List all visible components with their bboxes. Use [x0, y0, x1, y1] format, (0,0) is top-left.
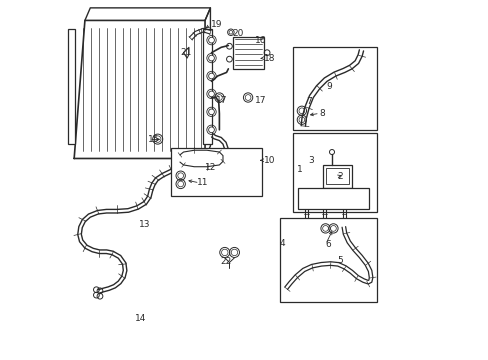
- Text: 11: 11: [197, 178, 208, 187]
- Text: 20: 20: [231, 29, 243, 38]
- Circle shape: [208, 55, 214, 61]
- Text: 3: 3: [308, 157, 313, 166]
- Text: 5: 5: [337, 256, 343, 265]
- Bar: [323, 165, 351, 188]
- Bar: [325, 168, 348, 184]
- Text: 2: 2: [337, 172, 343, 181]
- Text: 19: 19: [210, 20, 222, 29]
- Circle shape: [208, 127, 214, 133]
- Text: 7: 7: [305, 96, 311, 105]
- Text: 15: 15: [147, 135, 159, 144]
- Bar: [171, 148, 261, 197]
- Circle shape: [208, 109, 214, 115]
- Text: 18: 18: [264, 54, 275, 63]
- Bar: [280, 218, 376, 302]
- Bar: [203, 30, 211, 144]
- Bar: [233, 37, 263, 69]
- Text: 16: 16: [255, 36, 266, 45]
- Circle shape: [208, 91, 214, 97]
- Text: 17: 17: [255, 96, 266, 105]
- Circle shape: [208, 73, 214, 79]
- Text: 6: 6: [325, 240, 330, 249]
- Text: 21: 21: [180, 48, 191, 57]
- Text: 22: 22: [220, 257, 231, 266]
- Text: 9: 9: [325, 82, 331, 91]
- Bar: [292, 134, 376, 212]
- Circle shape: [208, 37, 214, 43]
- Text: 12: 12: [204, 163, 216, 172]
- Text: 14: 14: [135, 314, 146, 323]
- Bar: [297, 188, 368, 210]
- Text: 1: 1: [297, 165, 303, 174]
- Bar: [68, 30, 75, 144]
- Bar: [292, 47, 376, 130]
- Circle shape: [228, 31, 232, 34]
- Text: 13: 13: [139, 220, 150, 229]
- Text: 4: 4: [279, 239, 285, 248]
- Text: 17: 17: [215, 96, 227, 105]
- Text: 10: 10: [263, 156, 274, 165]
- Text: 8: 8: [319, 109, 325, 118]
